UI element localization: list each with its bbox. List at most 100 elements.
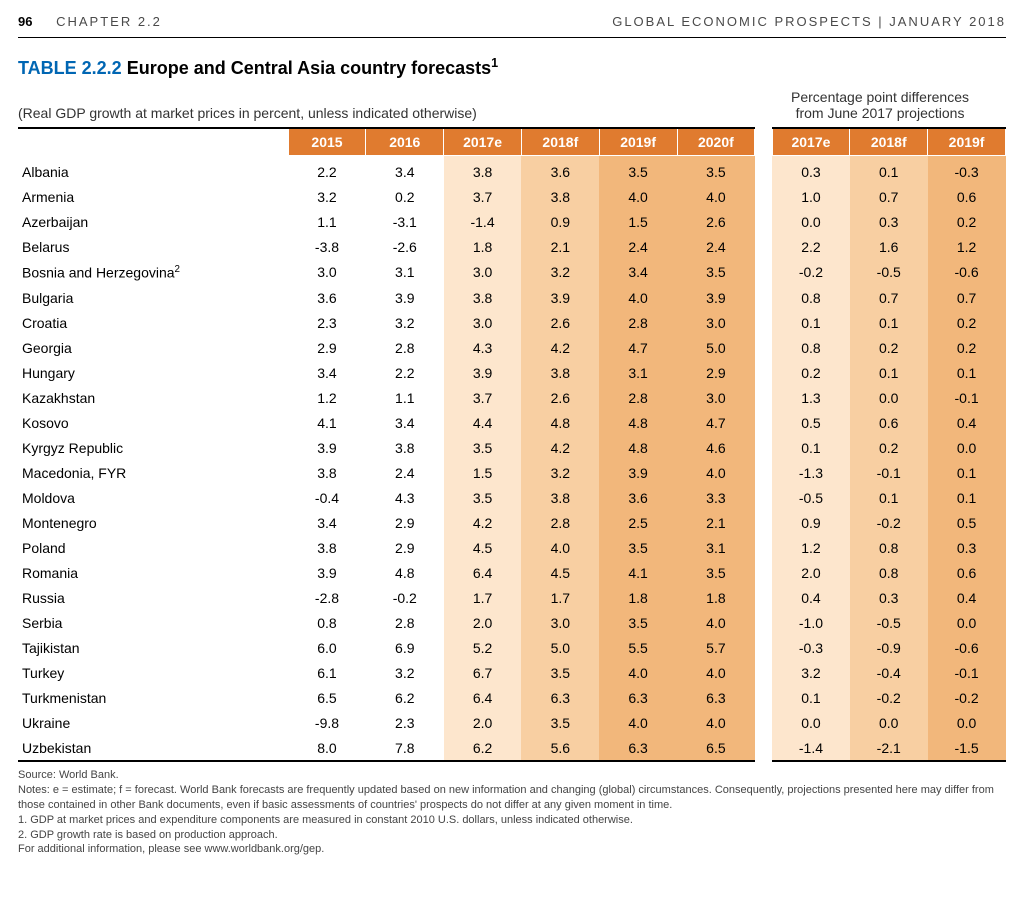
value-cell: 1.8	[444, 235, 522, 260]
value-cell: 3.8	[521, 485, 599, 510]
country-cell: Kyrgyz Republic	[18, 435, 288, 460]
value-cell: 4.2	[521, 335, 599, 360]
value-cell: 0.2	[366, 185, 444, 210]
diff-cell: 0.2	[850, 435, 928, 460]
diff-cell: -0.1	[928, 385, 1006, 410]
value-cell: 3.8	[521, 360, 599, 385]
country-cell: Croatia	[18, 310, 288, 335]
value-cell: 3.0	[677, 310, 755, 335]
table-row: Montenegro3.42.94.22.82.52.10.9-0.20.5	[18, 510, 1006, 535]
diff-cell: 3.2	[772, 660, 850, 685]
value-cell: 7.8	[366, 735, 444, 761]
header-rule	[18, 37, 1006, 38]
subtitle: (Real GDP growth at market prices in per…	[18, 105, 477, 121]
country-cell: Russia	[18, 585, 288, 610]
diff-cell: -0.9	[850, 635, 928, 660]
value-cell: 6.7	[444, 660, 522, 685]
value-cell: 3.6	[521, 156, 599, 185]
table-row: Kosovo4.13.44.44.84.84.70.50.60.4	[18, 410, 1006, 435]
value-cell: -9.8	[288, 710, 366, 735]
country-cell: Turkmenistan	[18, 685, 288, 710]
diff-cell: -0.3	[928, 156, 1006, 185]
diff-cell: 0.7	[850, 185, 928, 210]
value-cell: 3.5	[677, 560, 755, 585]
value-cell: 1.1	[366, 385, 444, 410]
table-row: Croatia2.33.23.02.62.83.00.10.10.2	[18, 310, 1006, 335]
value-cell: 5.5	[599, 635, 677, 660]
footnote-line: 1. GDP at market prices and expenditure …	[18, 813, 1006, 828]
footnotes: Source: World Bank.Notes: e = estimate; …	[18, 768, 1006, 857]
diff-cell: 0.9	[772, 510, 850, 535]
country-cell: Georgia	[18, 335, 288, 360]
country-cell: Belarus	[18, 235, 288, 260]
diff-cell: 0.2	[928, 310, 1006, 335]
value-cell: 3.8	[288, 535, 366, 560]
country-cell: Ukraine	[18, 710, 288, 735]
value-cell: 6.2	[366, 685, 444, 710]
value-cell: 5.0	[521, 635, 599, 660]
col-header: 2018f	[521, 128, 599, 156]
value-cell: 3.0	[677, 385, 755, 410]
col-header: 2019f	[599, 128, 677, 156]
value-cell: 4.8	[599, 435, 677, 460]
value-cell: 1.1	[288, 210, 366, 235]
country-cell: Bosnia and Herzegovina2	[18, 260, 288, 286]
value-cell: 4.7	[599, 335, 677, 360]
diff-cell: 0.0	[928, 435, 1006, 460]
value-cell: 6.4	[444, 685, 522, 710]
diff-cell: 0.1	[850, 485, 928, 510]
diff-cell: -0.1	[928, 660, 1006, 685]
diff-cell: 0.3	[928, 535, 1006, 560]
country-cell: Montenegro	[18, 510, 288, 535]
value-cell: 3.4	[288, 510, 366, 535]
diff-cell: 1.3	[772, 385, 850, 410]
diff-cell: 0.0	[772, 210, 850, 235]
value-cell: 3.0	[444, 260, 522, 286]
value-cell: 2.0	[444, 710, 522, 735]
value-cell: 4.0	[521, 535, 599, 560]
value-cell: 6.4	[444, 560, 522, 585]
value-cell: -0.2	[366, 585, 444, 610]
value-cell: 6.3	[599, 735, 677, 761]
value-cell: 2.8	[366, 610, 444, 635]
value-cell: 5.2	[444, 635, 522, 660]
value-cell: -0.4	[288, 485, 366, 510]
diff-cell: 0.0	[850, 385, 928, 410]
table-row: Bosnia and Herzegovina23.03.13.03.23.43.…	[18, 260, 1006, 286]
country-cell: Romania	[18, 560, 288, 585]
value-cell: 0.9	[521, 210, 599, 235]
diff-cell: 0.3	[772, 156, 850, 185]
title-sup: 1	[491, 56, 498, 70]
table-row: Moldova-0.44.33.53.83.63.3-0.50.10.1	[18, 485, 1006, 510]
value-cell: 3.8	[366, 435, 444, 460]
value-cell: 2.6	[677, 210, 755, 235]
page-number: 96	[18, 14, 32, 29]
value-cell: 5.6	[521, 735, 599, 761]
diff-cell: 0.5	[928, 510, 1006, 535]
diff-cell: -0.1	[850, 460, 928, 485]
diff-cell: -0.2	[928, 685, 1006, 710]
value-cell: 4.0	[677, 460, 755, 485]
value-cell: 2.3	[366, 710, 444, 735]
diff-cell: 0.7	[928, 285, 1006, 310]
value-cell: 4.2	[444, 510, 522, 535]
value-cell: 3.5	[521, 660, 599, 685]
col-header: 2020f	[677, 128, 755, 156]
value-cell: 8.0	[288, 735, 366, 761]
value-cell: 5.7	[677, 635, 755, 660]
col-header: 2015	[288, 128, 366, 156]
diff-cell: 0.4	[772, 585, 850, 610]
value-cell: 4.0	[599, 285, 677, 310]
col-header: 2017e	[444, 128, 522, 156]
value-cell: 4.8	[366, 560, 444, 585]
value-cell: 3.1	[366, 260, 444, 286]
diff-cell: -0.5	[850, 260, 928, 286]
table-row: Serbia0.82.82.03.03.54.0-1.0-0.50.0	[18, 610, 1006, 635]
value-cell: 6.3	[521, 685, 599, 710]
value-cell: 3.1	[599, 360, 677, 385]
value-cell: 6.9	[366, 635, 444, 660]
value-cell: 3.3	[677, 485, 755, 510]
value-cell: 4.0	[599, 185, 677, 210]
value-cell: 3.9	[599, 460, 677, 485]
value-cell: 1.8	[677, 585, 755, 610]
